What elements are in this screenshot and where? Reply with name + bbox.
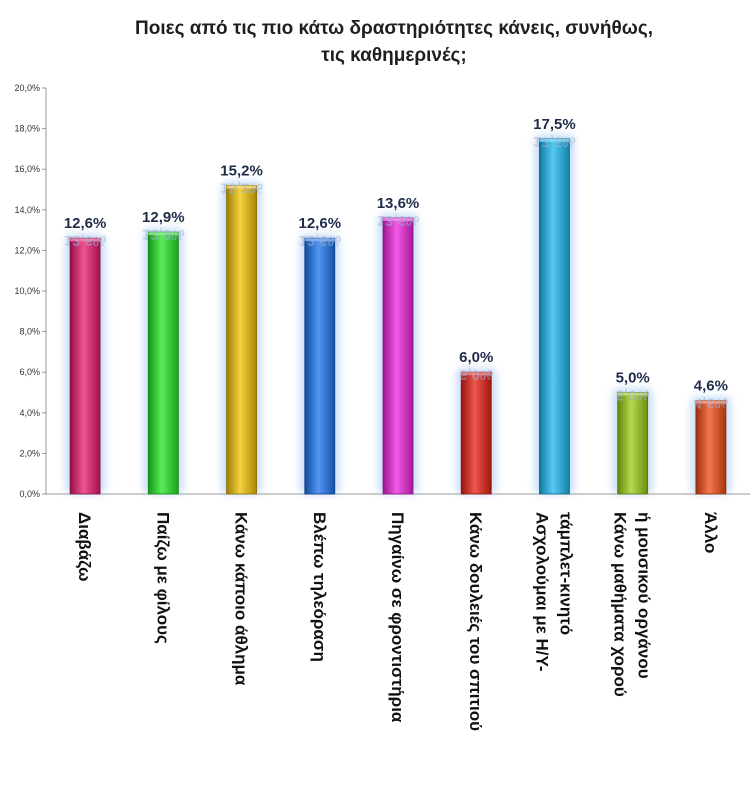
data-label-reflection: 12,6% <box>299 232 342 249</box>
y-tick-label: 10,0% <box>14 286 40 296</box>
category-label: Ασχολούμαι με Η/Υ-τάμπλετ-κινητό <box>532 512 575 672</box>
category-label: Πηγαίνω σε φροντιστήρια <box>388 512 407 723</box>
category-label: Κάνω μαθήματα χορού ή μουσικού οργάνου <box>611 512 654 697</box>
y-tick-label: 16,0% <box>14 164 40 174</box>
bar-cap <box>383 217 413 221</box>
chart-title: Ποιες από τις πιο κάτω δραστηριότητες κά… <box>135 18 653 66</box>
category-label-line: Κάνω μαθήματα χορού <box>611 512 630 697</box>
data-label: 4,6% <box>694 378 728 395</box>
bar <box>147 231 179 495</box>
category-label: Άλλο <box>701 512 720 553</box>
y-tick-label: 8,0% <box>19 327 40 337</box>
bar <box>304 237 336 495</box>
bar-cap <box>617 392 648 396</box>
bar-cap <box>226 185 257 189</box>
chart-title-line: τις καθημερινές; <box>321 45 466 66</box>
data-label-reflection: 13,6% <box>377 212 420 229</box>
category-label: Κάνω δουλειές του σπιτιού <box>466 512 485 731</box>
y-tick-label: 0,0% <box>19 489 40 499</box>
y-tick-label: 2,0% <box>19 448 40 458</box>
data-label-reflection: 5,0% <box>616 387 650 404</box>
data-label-reflection: 12,6% <box>64 232 107 249</box>
category-labels: Διαβάζω Παίζω με φίλους Κάνω κάποιο άθλημα… <box>75 512 720 731</box>
bar <box>539 138 570 495</box>
data-label-reflection: 12,9% <box>142 226 185 243</box>
bar-cap <box>148 232 179 236</box>
data-label: 12,6% <box>64 215 107 232</box>
category-label: Κάνω κάποιο άθλημα <box>232 512 251 686</box>
data-label: 5,0% <box>616 370 650 387</box>
category-label-line: ή μουσικού οργάνου <box>635 512 654 679</box>
chart-title-line: Ποιες από τις πιο κάτω δραστηριότητες κά… <box>135 18 653 39</box>
category-label: Διαβάζω <box>75 512 94 581</box>
bar-cap <box>461 372 492 376</box>
data-label: 6,0% <box>459 349 493 366</box>
category-label: Παίζω με φίλους <box>153 512 172 644</box>
bar <box>382 217 414 495</box>
data-label: 17,5% <box>533 116 576 133</box>
category-label-line: Διαβάζω <box>75 512 94 581</box>
data-label: 13,6% <box>377 195 420 212</box>
bar <box>226 185 257 495</box>
bars <box>65 134 731 495</box>
category-label-line: τάμπλετ-κινητό <box>556 512 575 635</box>
y-tick-label: 4,0% <box>19 408 40 418</box>
category-label: Βλέπω τηλεόραση <box>310 512 329 662</box>
data-labels: 12,6%12,6%12,9%12,9%15,2%15,2%12,6%12,6%… <box>64 116 728 412</box>
data-label-reflection: 4,6% <box>694 395 728 412</box>
bar <box>617 392 649 495</box>
data-label-reflection: 15,2% <box>220 179 263 196</box>
bar <box>695 400 727 495</box>
category-label-line: Κάνω δουλειές του σπιτιού <box>466 512 485 731</box>
data-label: 12,6% <box>299 215 342 232</box>
y-tick-label: 6,0% <box>19 367 40 377</box>
data-label-reflection: 6,0% <box>459 366 493 383</box>
bar-cap <box>304 238 335 242</box>
y-tick-label: 14,0% <box>14 205 40 215</box>
category-label-line: Άλλο <box>701 512 720 553</box>
y-tick-label: 20,0% <box>14 83 40 93</box>
data-label: 15,2% <box>220 162 263 179</box>
category-label-line: Ασχολούμαι με Η/Υ- <box>532 512 551 672</box>
y-tick-label: 18,0% <box>14 124 40 134</box>
data-label: 12,9% <box>142 209 185 226</box>
category-label-line: Κάνω κάποιο άθλημα <box>232 512 251 686</box>
bar <box>69 237 101 495</box>
data-label-reflection: 17,5% <box>533 133 576 150</box>
bar-cap <box>539 138 570 142</box>
category-label-line: Πηγαίνω σε φροντιστήρια <box>388 512 407 723</box>
category-label-line: Παίζω με φίλους <box>153 512 172 644</box>
bar-cap <box>70 238 101 242</box>
category-label-line: Βλέπω τηλεόραση <box>310 512 329 662</box>
bar <box>460 371 492 495</box>
y-tick-label: 12,0% <box>14 245 40 255</box>
bar-cap <box>695 400 726 404</box>
